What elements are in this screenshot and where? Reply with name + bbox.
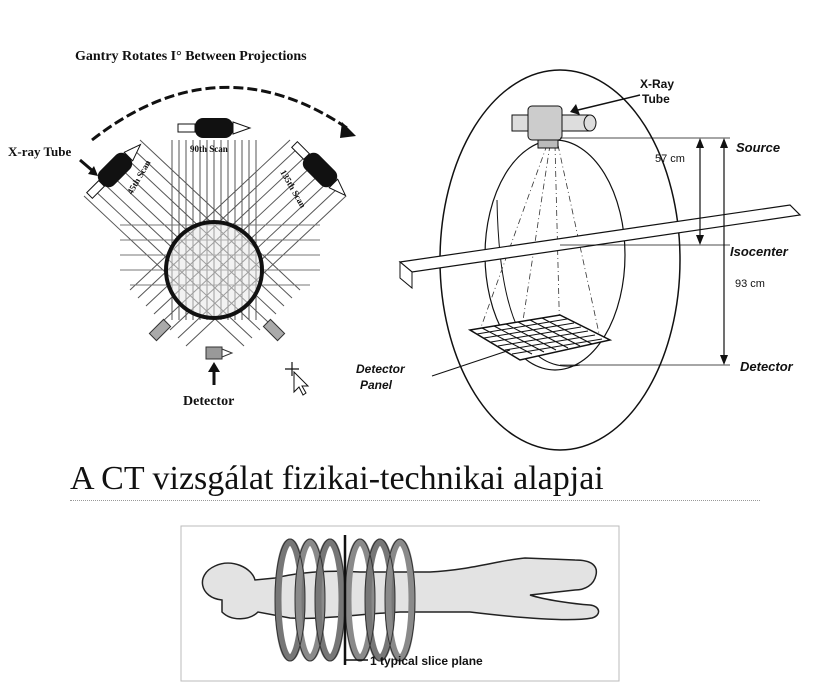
scanned-object-circle bbox=[164, 220, 264, 320]
xray-tube-label-line2: Tube bbox=[642, 92, 670, 106]
detector-90-icon bbox=[205, 346, 234, 360]
detector-45-icon bbox=[148, 318, 172, 342]
dimension-arrows bbox=[699, 140, 725, 363]
helix-coils bbox=[274, 538, 416, 662]
reference-lines bbox=[560, 137, 730, 366]
scan-90-label: 90th Scan bbox=[190, 144, 228, 154]
detector-panel-grid bbox=[467, 314, 613, 361]
ct-ring-diagram: X-Ray Tube Source Isocenter Detector Det… bbox=[356, 69, 802, 451]
gantry-title: Gantry Rotates I° Between Projections bbox=[75, 49, 307, 64]
source-label: Source bbox=[736, 140, 780, 155]
rotation-arc bbox=[91, 86, 351, 142]
xray-tube-label: X-ray Tube bbox=[8, 144, 71, 159]
xray-tube-135-icon bbox=[291, 141, 347, 197]
detector-label-right: Detector bbox=[740, 359, 794, 374]
detector-panel-line2: Panel bbox=[360, 378, 393, 392]
xray-tube-45-icon bbox=[86, 143, 142, 199]
helical-scan-diagram: 1 typical slice plane bbox=[180, 525, 620, 682]
slice-plane-label: 1 typical slice plane bbox=[370, 654, 483, 668]
xray-tube-label-line1: X-Ray bbox=[640, 77, 674, 91]
main-title: A CT vizsgálat fizikai-technikai alapjai bbox=[70, 460, 760, 501]
detector-panel-line1: Detector bbox=[356, 362, 406, 376]
rotation-arrowhead bbox=[340, 122, 356, 138]
ct-xray-tube-icon bbox=[511, 105, 597, 149]
distance-57-label: 57 cm bbox=[655, 153, 685, 165]
isocenter-label: Isocenter bbox=[730, 244, 789, 259]
distance-93-label: 93 cm bbox=[735, 278, 765, 290]
gantry-rotation-diagram: Gantry Rotates I° Between Projections bbox=[8, 49, 356, 409]
detector-135-icon bbox=[262, 318, 286, 342]
move-cursor-icon bbox=[285, 362, 310, 396]
detector-label: Detector bbox=[183, 394, 234, 409]
xray-tube-90-icon bbox=[177, 118, 252, 138]
